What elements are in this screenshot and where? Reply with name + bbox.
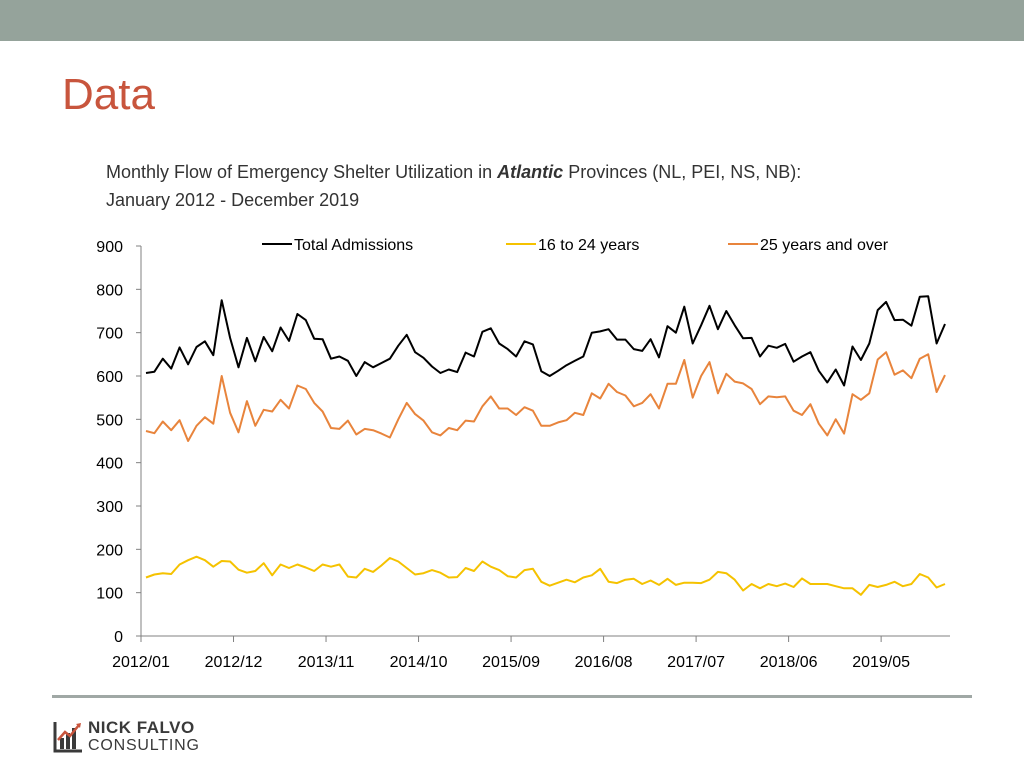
series-line-1 (145, 295, 946, 387)
y-tick-label: 600 (96, 369, 123, 386)
y-tick-label: 900 (96, 239, 123, 256)
series-line-3 (145, 351, 946, 442)
x-tick-label: 2017/07 (667, 654, 725, 671)
logo-bar-1 (60, 738, 64, 749)
logo-chart-icon (53, 722, 82, 753)
series-line-2 (145, 555, 946, 596)
company-logo: NICK FALVO CONSULTING (52, 716, 252, 756)
logo-bar-3 (72, 728, 76, 749)
x-tick-label: 2014/10 (390, 654, 448, 671)
chart-title-line1: Monthly Flow of Emergency Shelter Utiliz… (106, 162, 802, 182)
chart-title: Monthly Flow of Emergency Shelter Utiliz… (106, 158, 946, 214)
y-tick-label: 800 (96, 282, 123, 299)
top-banner (0, 0, 1024, 41)
y-tick-label: 700 (96, 326, 123, 343)
x-tick-label: 2013/11 (298, 654, 355, 671)
x-tick-label: 2012/12 (205, 654, 263, 671)
legend-label-1: Total Admissions (294, 237, 413, 254)
logo-subtitle: CONSULTING (88, 737, 200, 754)
x-tick-label: 2012/01 (112, 654, 170, 671)
chart-title-line2: January 2012 - December 2019 (106, 190, 360, 210)
logo-bar-2 (66, 733, 70, 749)
logo-arrow-head (76, 723, 81, 728)
footer-divider (52, 695, 972, 698)
x-tick-label: 2019/05 (852, 654, 910, 671)
chart-title-emphasis: Atlantic (497, 162, 564, 182)
y-tick-label: 100 (96, 586, 123, 603)
y-tick-label: 300 (96, 499, 123, 516)
logo-trend-arrow (57, 724, 80, 741)
x-tick-label: 2015/09 (482, 654, 540, 671)
y-tick-label: 200 (96, 542, 123, 559)
slide-title: Data (62, 70, 155, 119)
legend-label-2: 16 to 24 years (538, 237, 639, 254)
legend-label-3: 25 years and over (760, 237, 889, 254)
logo-name: NICK FALVO (88, 718, 195, 737)
logo-frame (53, 722, 82, 753)
x-tick-label: 2016/08 (575, 654, 633, 671)
y-tick-label: 400 (96, 456, 123, 473)
y-tick-label: 0 (114, 629, 123, 646)
x-tick-label: 2018/06 (760, 654, 818, 671)
y-tick-label: 500 (96, 412, 123, 429)
